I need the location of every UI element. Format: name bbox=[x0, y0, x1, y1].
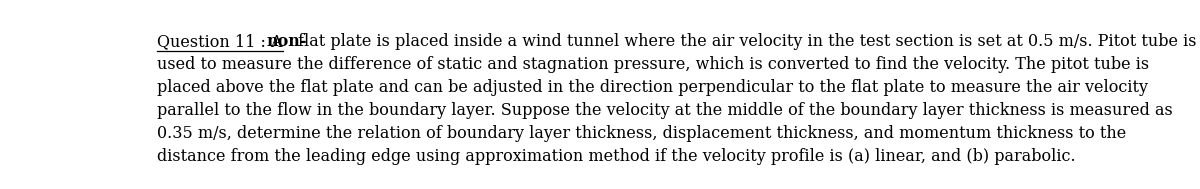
Text: flat plate is placed inside a wind tunnel where the air velocity in the test sec: flat plate is placed inside a wind tunne… bbox=[298, 33, 1196, 50]
Text: placed above the flat plate and can be adjusted in the direction perpendicular t: placed above the flat plate and can be a… bbox=[157, 79, 1148, 96]
Text: distance from the leading edge using approximation method if the velocity profil: distance from the leading edge using app… bbox=[157, 148, 1076, 165]
Text: parallel to the flow in the boundary layer. Suppose the velocity at the middle o: parallel to the flow in the boundary lay… bbox=[157, 102, 1174, 119]
Text: non-: non- bbox=[266, 33, 307, 50]
Text: Question 11 : A: Question 11 : A bbox=[157, 33, 283, 50]
Text: used to measure the difference of static and stagnation pressure, which is conve: used to measure the difference of static… bbox=[157, 56, 1150, 73]
Text: 0.35 m/s, determine the relation of boundary layer thickness, displacement thick: 0.35 m/s, determine the relation of boun… bbox=[157, 125, 1127, 142]
